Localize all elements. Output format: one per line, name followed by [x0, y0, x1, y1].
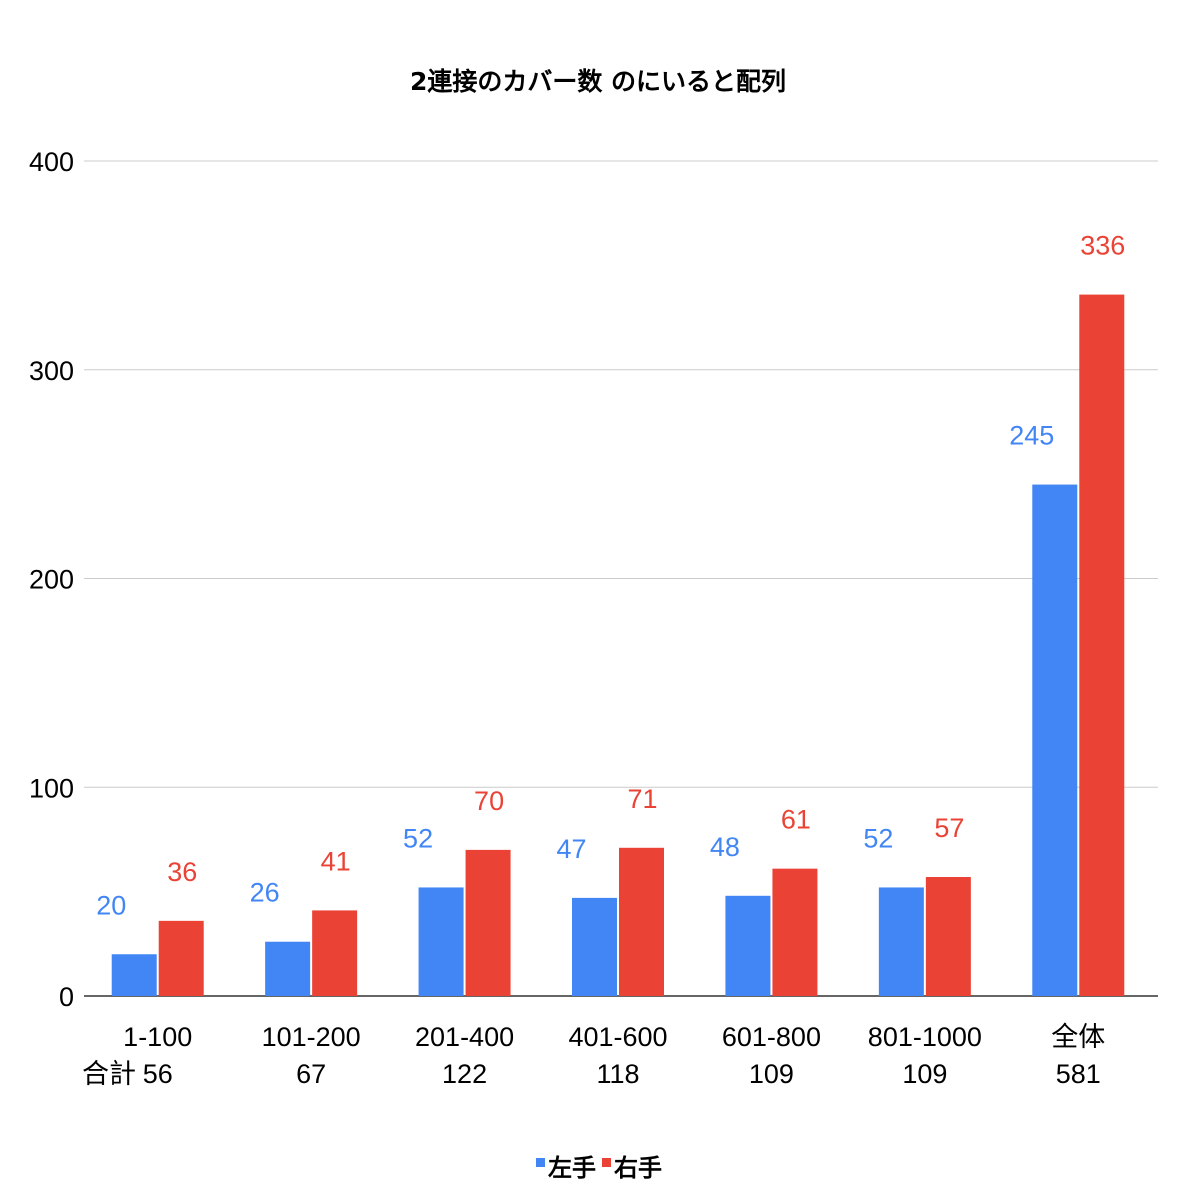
total-value: 109	[902, 1059, 947, 1089]
x-tick-label: 101-200	[262, 1022, 361, 1052]
data-label: 52	[863, 823, 893, 853]
x-tick-label: 1-100	[123, 1022, 192, 1052]
data-label: 47	[556, 834, 586, 864]
bar-right	[158, 920, 204, 996]
data-label: 61	[781, 805, 811, 835]
bar-right	[772, 868, 818, 996]
bar-right	[465, 849, 511, 996]
data-label: 57	[934, 813, 964, 843]
y-tick-label: 100	[29, 773, 74, 803]
bar-left	[418, 887, 464, 996]
data-label: 52	[403, 823, 433, 853]
bar-left	[1032, 484, 1078, 996]
legend: 左手 右手	[536, 1154, 662, 1182]
y-tick-label: 400	[29, 147, 74, 177]
bar-left	[111, 954, 157, 996]
y-tick-label: 300	[29, 356, 74, 386]
data-label: 41	[321, 846, 351, 876]
x-tick-label: 801-1000	[868, 1022, 982, 1052]
data-label: 70	[474, 786, 504, 816]
x-axis: 合計 1-100 56 101-200 67 201-400 122 401-600 118 6…	[82, 1022, 1105, 1089]
legend-label: 左手	[548, 1154, 596, 1182]
bar-right	[1079, 294, 1125, 997]
chart-title: 2連接のカバー数 のにいると配列	[410, 67, 786, 96]
total-value: 67	[296, 1059, 326, 1089]
total-value: 118	[596, 1059, 639, 1089]
data-label: 48	[710, 832, 740, 862]
data-label: 71	[627, 784, 657, 814]
total-value: 581	[1056, 1059, 1101, 1089]
x-tick-label: 601-800	[722, 1022, 821, 1052]
totals-label: 合計	[82, 1059, 136, 1089]
data-label: 26	[250, 878, 280, 908]
bar-right	[312, 910, 358, 996]
total-value: 56	[143, 1059, 173, 1089]
bar-left	[572, 897, 617, 996]
legend-swatch	[602, 1158, 611, 1167]
x-tick-label: 全体	[1051, 1022, 1105, 1052]
y-axis: 0 100 200 300 400	[29, 147, 74, 1012]
data-labels: 20 36 26 41 52 70 47 71 48 61 52 57 245 336	[96, 231, 1125, 921]
data-label: 245	[1009, 421, 1054, 451]
data-label: 336	[1080, 231, 1125, 261]
bars	[111, 294, 1125, 997]
y-tick-label: 200	[29, 565, 74, 595]
x-tick-label: 401-600	[568, 1022, 667, 1052]
y-tick-label: 0	[59, 982, 74, 1012]
bar-left	[878, 887, 924, 996]
bar-right	[619, 847, 664, 996]
bar-right	[925, 877, 971, 996]
total-value: 109	[749, 1059, 794, 1089]
legend-label: 右手	[614, 1154, 662, 1182]
legend-swatch	[536, 1158, 545, 1167]
data-label: 20	[96, 890, 126, 920]
bar-left	[725, 895, 771, 996]
data-label: 36	[167, 857, 197, 887]
x-tick-label: 201-400	[415, 1022, 514, 1052]
bar-left	[265, 941, 311, 996]
total-value: 122	[442, 1059, 487, 1089]
